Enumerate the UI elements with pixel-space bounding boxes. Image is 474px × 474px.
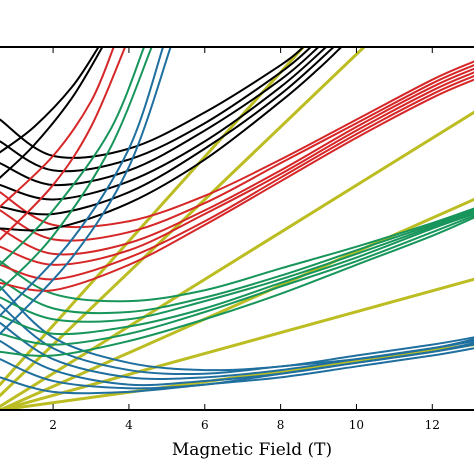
x-tick-label: 6 — [201, 418, 209, 432]
x-tick-label: 4 — [125, 418, 133, 432]
plot-frame — [0, 46, 474, 411]
series-line-red-5-0 — [0, 47, 115, 208]
x-tick-label: 12 — [425, 418, 440, 432]
axes: 2 4 6 8 10 12 — [0, 46, 474, 432]
series-line-green-2-0 — [0, 216, 474, 357]
series-line-red-5-1 — [0, 47, 127, 241]
series-line-green-2-2 — [0, 212, 474, 336]
x-tick-label: 2 — [49, 418, 57, 432]
series-line-green-2-4 — [0, 209, 474, 315]
series-line-red-3-2 — [0, 71, 474, 266]
series-lines — [0, 47, 474, 410]
series-line-black-4-4 — [0, 47, 312, 173]
series-line-red-3-3 — [0, 67, 474, 256]
series-line-green-2-5 — [0, 207, 474, 303]
series-line-red-3-1 — [0, 75, 474, 281]
series-line-green-2-1 — [0, 214, 474, 346]
x-axis-label: Magnetic Field (T) — [172, 440, 332, 460]
series-line-black-4-0 — [0, 47, 343, 232]
series-line-blue-1-0 — [0, 347, 474, 395]
series-line-black-4-1 — [0, 47, 335, 216]
x-tick-label: 8 — [277, 418, 285, 432]
series-line-black-4-5 — [0, 47, 305, 159]
series-line-blue-1-2 — [0, 340, 474, 387]
series-line-green-6-1 — [0, 47, 153, 292]
series-line-red-3-0 — [0, 78, 474, 292]
series-line-black-4-7 — [0, 47, 104, 179]
series-line-green-2-3 — [0, 211, 474, 323]
series-line-blue-7-0 — [0, 47, 165, 317]
series-line-black-4-6 — [0, 47, 100, 154]
series-line-red-3-4 — [0, 64, 474, 242]
series-line-black-4-2 — [0, 47, 328, 201]
x-tick-label: 10 — [349, 418, 364, 432]
series-line-blue-1-5 — [0, 285, 474, 372]
series-line-blue-7-1 — [0, 47, 172, 335]
series-line-yellow-0-3 — [0, 110, 474, 408]
series-line-blue-1-4 — [0, 303, 474, 375]
series-line-green-6-0 — [0, 47, 146, 266]
series-line-yellow-0-1 — [0, 277, 474, 410]
